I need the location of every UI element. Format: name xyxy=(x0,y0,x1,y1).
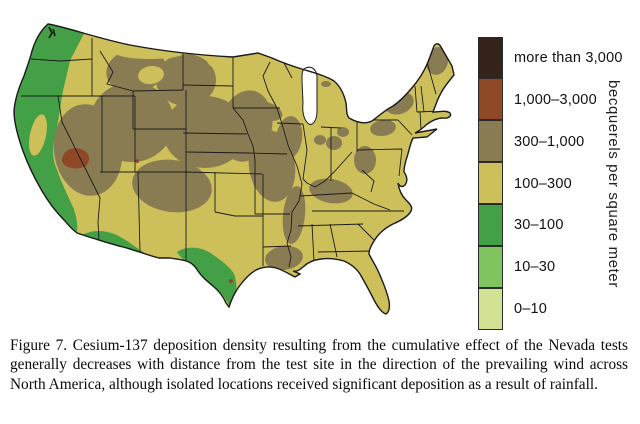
legend-row: 300–1,000 xyxy=(478,120,628,163)
legend-scale: more than 3,000 1,000–3,000 300–1,000 100–3… xyxy=(478,37,628,330)
legend-label: 1,000–3,000 xyxy=(514,91,597,108)
puget-sound xyxy=(48,26,56,39)
pacific-coast-green-band xyxy=(14,24,85,233)
legend-label: 100–300 xyxy=(514,175,572,192)
legend-row: 1,000–3,000 xyxy=(478,78,628,121)
legend-label: 0–10 xyxy=(514,301,548,318)
legend-swatch xyxy=(478,245,503,288)
us-deposition-map xyxy=(13,23,455,315)
legend-label: 10–30 xyxy=(514,259,556,276)
figure-caption: Figure 7. Cesium-137 deposition density … xyxy=(10,337,628,393)
map-area xyxy=(13,23,455,315)
zone-100-300-holes xyxy=(29,45,237,156)
legend-swatch xyxy=(478,287,503,330)
legend-unit-label: becquerels per square meter xyxy=(605,79,622,288)
legend-row: 30–100 xyxy=(478,203,628,246)
legend: more than 3,000 1,000–3,000 300–1,000 100–3… xyxy=(478,37,638,330)
legend-swatch xyxy=(478,120,503,163)
state-borders xyxy=(21,38,443,268)
legend-swatch xyxy=(478,37,503,79)
legend-row: 10–30 xyxy=(478,245,628,288)
legend-row: 0–10 xyxy=(478,287,628,330)
legend-label: 30–100 xyxy=(514,217,564,234)
legend-swatch xyxy=(478,78,503,121)
legend-label: more than 3,000 xyxy=(514,49,623,66)
legend-label: 300–1,000 xyxy=(514,133,585,150)
lake-michigan xyxy=(301,66,318,125)
colorado-hotspot-dot xyxy=(135,159,139,163)
south-texas-green-blob xyxy=(177,247,237,308)
legend-row: 100–300 xyxy=(478,162,628,205)
legend-swatch xyxy=(478,162,503,204)
legend-swatch xyxy=(478,203,503,246)
texas-coast-hotspot-dot xyxy=(229,279,233,283)
